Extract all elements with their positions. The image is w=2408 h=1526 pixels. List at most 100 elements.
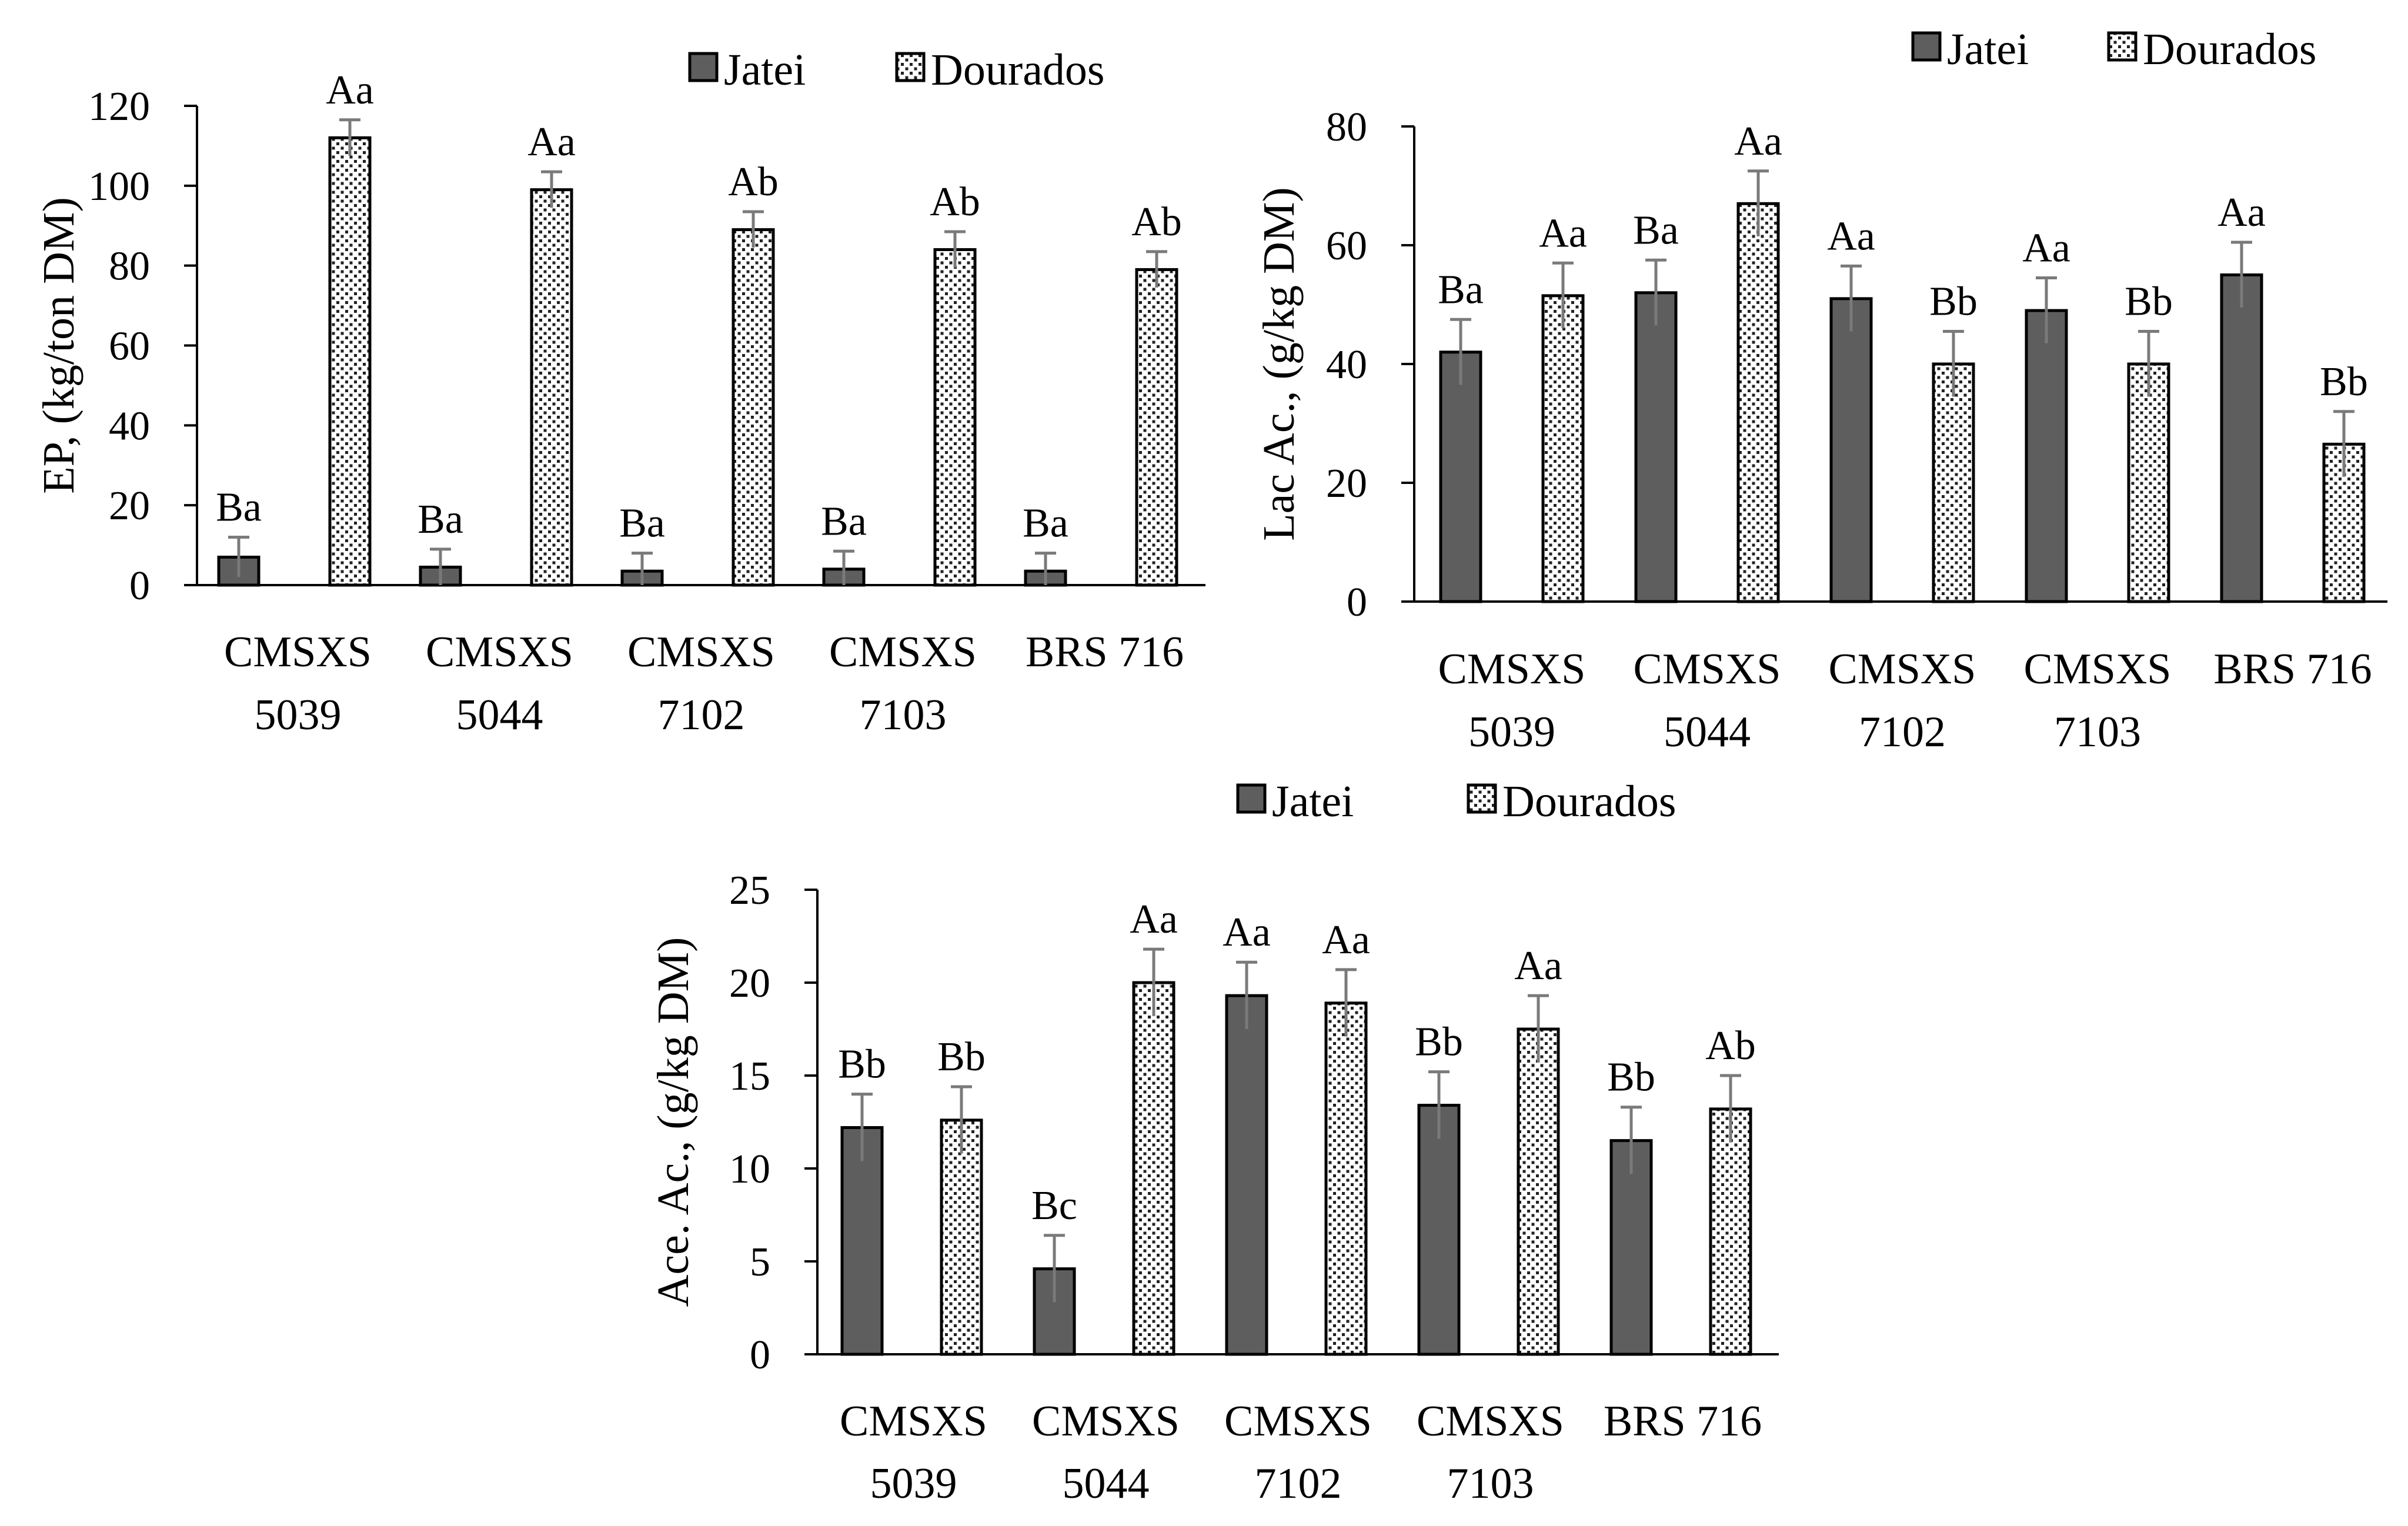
category-label: CMSXS <box>1634 645 1781 693</box>
dourados-bar <box>940 1118 983 1356</box>
significance-label: Bc <box>1031 1183 1077 1228</box>
dourados-bar <box>1709 1107 1752 1356</box>
category-label: 7102 <box>1859 708 1946 756</box>
y-tick-label: 15 <box>729 1054 770 1099</box>
legend-swatch-dourados <box>2107 31 2138 62</box>
dourados-bar <box>530 188 573 587</box>
category-label: 7103 <box>2054 708 2141 756</box>
category-label: CMSXS <box>1224 1397 1372 1445</box>
significance-label: Ba <box>1023 501 1068 546</box>
dourados-bar <box>1324 1001 1368 1356</box>
legend-label-dourados: Dourados <box>931 45 1105 95</box>
category-label: CMSXS <box>426 628 573 676</box>
category-label: CMSXS <box>829 628 977 676</box>
significance-label: Aa <box>2022 226 2070 271</box>
legend-swatch-jatei <box>1236 783 1267 814</box>
y-tick-label: 60 <box>109 324 150 369</box>
significance-label: Aa <box>1539 211 1587 256</box>
significance-label: Bb <box>937 1034 986 1080</box>
significance-label: Aa <box>2217 190 2266 235</box>
significance-label: Aa <box>1130 897 1178 942</box>
y-tick-label: 80 <box>109 244 150 289</box>
legend-swatch-dourados <box>895 52 926 82</box>
category-label: 7103 <box>1447 1460 1534 1508</box>
dourados-bar <box>1736 202 1780 603</box>
chart-panel-3: 0 5 10 15 20 25 Ace. Ac., (g/kg DM) Bb Bb CMSXS 50… <box>649 777 1779 1508</box>
significance-label: Ba <box>821 499 867 544</box>
significance-label: Ba <box>619 501 665 546</box>
category-label: CMSXS <box>1829 645 1976 693</box>
y-tick-label: 60 <box>1326 223 1367 269</box>
y-tick-label: 0 <box>1347 580 1367 625</box>
category-label: CMSXS <box>1417 1397 1564 1445</box>
legend-swatch-jatei <box>1911 31 1942 62</box>
category-label: 5044 <box>456 691 543 739</box>
category-label: CMSXS <box>1032 1397 1180 1445</box>
legend-label-dourados: Dourados <box>2143 25 2317 74</box>
category-label: BRS 716 <box>2213 645 2372 693</box>
dourados-bar <box>1517 1027 1560 1356</box>
category-label: CMSXS <box>1438 645 1586 693</box>
y-tick-label: 20 <box>1326 461 1367 506</box>
category-label: 7102 <box>1255 1460 1342 1508</box>
chart-panel-2: 0 20 40 60 80 Lac Ac., (g/kg DM) Ba Aa CMSXS 5039… <box>1254 25 2387 756</box>
category-label: 5039 <box>870 1460 957 1508</box>
y-tick-label: 20 <box>729 961 770 1006</box>
significance-label: Aa <box>527 119 576 165</box>
y-tick-label: 25 <box>729 868 770 913</box>
category-label: BRS 716 <box>1604 1397 1762 1445</box>
legend-label-jatei: Jatei <box>1272 777 1354 826</box>
jatei-bar <box>1609 1139 1653 1356</box>
significance-label: Bb <box>1607 1055 1655 1100</box>
dourados-bar <box>933 248 977 587</box>
significance-label: Ba <box>1633 208 1679 253</box>
category-label: 5039 <box>1468 708 1555 756</box>
significance-label: Aa <box>326 68 374 113</box>
legend-swatch-jatei <box>688 52 719 82</box>
y-tick-label: 100 <box>88 164 150 209</box>
dourados-bar <box>1541 294 1585 603</box>
chart-panel-1: 0 20 40 60 80 100 120 EP, (kg/ton DM) Ba Aa CMSXS 5… <box>34 45 1205 739</box>
dourados-bar <box>328 136 372 587</box>
y-tick-label: 0 <box>750 1333 770 1378</box>
significance-label: Bb <box>2125 279 2173 324</box>
jatei-bar <box>2220 273 2263 603</box>
dourados-bar <box>1135 268 1178 587</box>
significance-label: Ab <box>1705 1023 1756 1068</box>
dourados-bar <box>1132 981 1175 1356</box>
y-tick-label: 40 <box>1326 342 1367 388</box>
category-label: 7103 <box>860 691 947 739</box>
category-label: 7102 <box>658 691 745 739</box>
category-label: CMSXS <box>224 628 372 676</box>
y-tick-label: 80 <box>1326 105 1367 150</box>
jatei-bar <box>1829 297 1873 603</box>
legend-label-jatei: Jatei <box>724 45 806 95</box>
significance-label: Bb <box>1415 1020 1463 1065</box>
y-tick-label: 40 <box>109 403 150 449</box>
dourados-bar <box>732 228 775 587</box>
significance-label: Aa <box>1514 943 1562 989</box>
jatei-bar <box>1225 994 1268 1356</box>
significance-label: Bb <box>1929 279 1978 324</box>
category-label: 5044 <box>1664 708 1751 756</box>
y-tick-label: 120 <box>88 84 150 129</box>
y-tick-label: 0 <box>129 563 150 609</box>
significance-label: Aa <box>1322 917 1370 963</box>
category-label: CMSXS <box>627 628 775 676</box>
y-tick-label: 5 <box>750 1240 770 1285</box>
significance-label: Ba <box>418 497 463 542</box>
significance-label: Bb <box>2320 359 2368 405</box>
jatei-bar <box>1417 1104 1461 1356</box>
category-label: BRS 716 <box>1026 628 1184 676</box>
jatei-bar <box>2025 309 2068 603</box>
y-axis-title: Ace. Ac., (g/kg DM) <box>649 937 698 1307</box>
significance-label: Bb <box>838 1042 886 1087</box>
significance-label: Aa <box>1223 910 1271 955</box>
y-tick-label: 20 <box>109 483 150 529</box>
significance-label: Ab <box>1131 199 1182 245</box>
y-axis-title: Lac Ac., (g/kg DM) <box>1254 187 1304 541</box>
dourados-bar <box>2127 362 2170 603</box>
significance-label: Ab <box>728 159 779 205</box>
legend-label-jatei: Jatei <box>1947 25 2029 74</box>
